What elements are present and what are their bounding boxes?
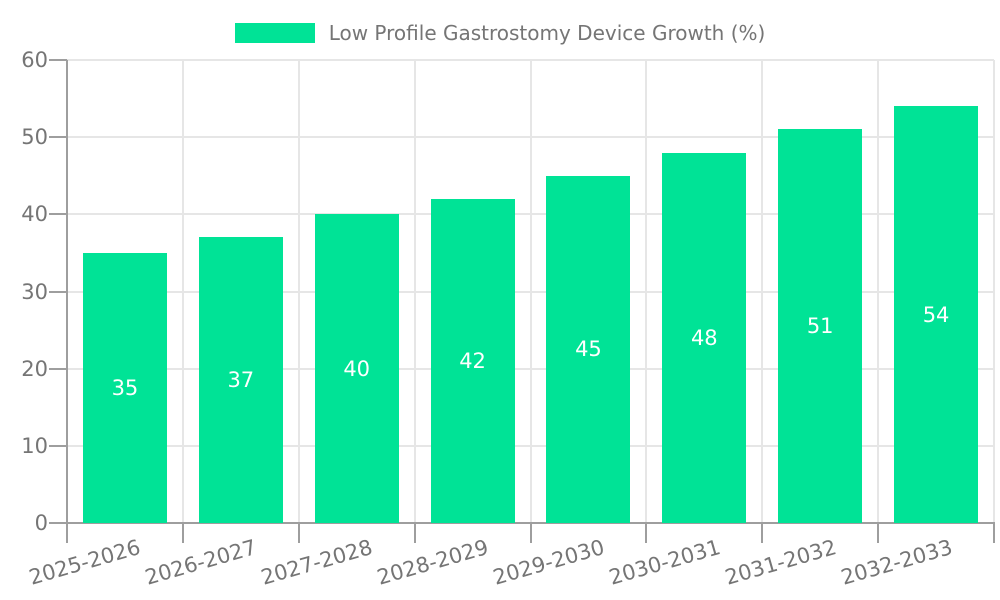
bar[interactable]: 40 <box>314 214 399 523</box>
bar[interactable]: 45 <box>546 175 631 523</box>
x-axis-tick <box>413 523 416 543</box>
x-axis-label: 2029-2030 <box>490 535 608 590</box>
bar-value-label: 48 <box>690 325 718 350</box>
y-axis-label: 40 <box>21 202 48 227</box>
x-axis-tick <box>761 523 764 543</box>
bar-value-label: 51 <box>806 314 834 339</box>
gridline-vertical <box>181 60 184 523</box>
gridline-vertical <box>877 60 880 523</box>
bar-value-label: 42 <box>459 348 486 373</box>
y-axis-label: 50 <box>21 125 48 150</box>
bar-value-label: 40 <box>343 356 371 381</box>
legend[interactable]: Low Profile Gastrostomy Device Growth (%… <box>0 21 1000 45</box>
y-axis-label: 30 <box>21 279 48 304</box>
bar[interactable]: 35 <box>82 252 167 523</box>
bar[interactable]: 37 <box>198 237 283 523</box>
y-axis-tick <box>49 59 67 61</box>
x-axis-tick <box>645 523 648 543</box>
gridline-vertical <box>297 60 300 523</box>
bar-value-label: 35 <box>111 375 139 400</box>
gridline-vertical <box>993 60 995 523</box>
gridline-vertical <box>529 60 532 523</box>
x-axis-tick <box>181 523 184 543</box>
x-axis-label: 2028-2029 <box>374 535 492 590</box>
x-axis-tick <box>877 523 880 543</box>
gridline-vertical <box>413 60 416 523</box>
y-axis-tick <box>49 444 67 447</box>
bar[interactable]: 54 <box>894 106 979 523</box>
y-axis-tick <box>49 290 67 293</box>
bar-value-label: 45 <box>575 337 602 362</box>
y-axis-label: 0 <box>34 511 48 535</box>
x-axis-tick <box>66 523 68 543</box>
x-axis-tick <box>529 523 532 543</box>
x-axis-label: 2030-2031 <box>606 535 723 590</box>
bar[interactable]: 51 <box>778 129 863 523</box>
x-axis-label: 2026-2027 <box>142 535 260 590</box>
y-axis-label: 10 <box>21 433 48 458</box>
gridline-vertical <box>761 60 764 523</box>
y-axis-label: 60 <box>21 48 48 72</box>
x-axis-label: 2027-2028 <box>258 535 376 590</box>
x-axis-line <box>66 522 995 524</box>
bar-value-label: 54 <box>922 302 950 327</box>
x-axis-tick <box>297 523 300 543</box>
y-axis-tick <box>49 213 67 216</box>
x-axis-label: 2031-2032 <box>722 535 839 590</box>
bar-value-label: 37 <box>227 368 255 393</box>
gridline-vertical <box>645 60 648 523</box>
y-axis-tick <box>49 136 67 139</box>
bar[interactable]: 48 <box>662 152 747 523</box>
bar[interactable]: 42 <box>430 198 515 523</box>
x-axis-label: 2025-2026 <box>26 535 144 590</box>
y-axis-tick <box>49 522 67 524</box>
y-axis-line <box>66 60 68 523</box>
y-axis-label: 20 <box>21 356 48 381</box>
y-axis-tick <box>49 367 67 370</box>
x-axis-label: 2032-2033 <box>838 535 955 590</box>
legend-swatch <box>234 23 315 43</box>
x-axis-tick <box>993 523 995 543</box>
legend-label: Low Profile Gastrostomy Device Growth (%… <box>328 21 766 45</box>
